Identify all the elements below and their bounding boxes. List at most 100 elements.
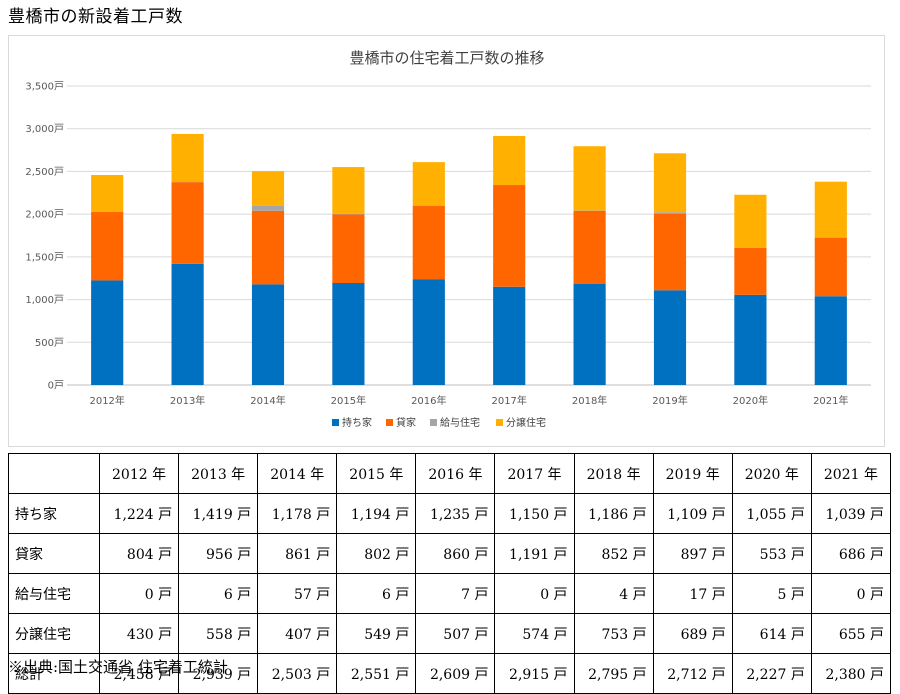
legend-swatch bbox=[332, 419, 339, 426]
x-tick-label: 2019年 bbox=[652, 394, 687, 407]
table-cell: 897 戸 bbox=[653, 534, 732, 574]
table-cell: 7 戸 bbox=[416, 574, 495, 614]
x-tick-label: 2021年 bbox=[813, 394, 848, 407]
legend-label: 給与住宅 bbox=[440, 416, 480, 429]
table-cell: 2,609 戸 bbox=[416, 654, 495, 694]
table-cell: 1,039 戸 bbox=[811, 494, 890, 534]
x-tick-label: 2015年 bbox=[331, 394, 366, 407]
bar-segment bbox=[413, 162, 445, 205]
x-tick-label: 2017年 bbox=[491, 394, 526, 407]
table-cell: 1,194 戸 bbox=[337, 494, 416, 534]
y-tick-label: 3,500戸 bbox=[25, 81, 64, 93]
table-column-header: 2021 年 bbox=[811, 454, 890, 494]
source-note: ※出典:国土交通省 住宅着工統計 bbox=[8, 656, 228, 677]
table-column-header: 2019 年 bbox=[653, 454, 732, 494]
table-cell: 804 戸 bbox=[100, 534, 179, 574]
table-cell: 17 戸 bbox=[653, 574, 732, 614]
bar-segment bbox=[413, 206, 445, 279]
x-tick-label: 2018年 bbox=[572, 394, 607, 407]
bar-segment bbox=[172, 264, 204, 385]
table-cell: 1,178 戸 bbox=[258, 494, 337, 534]
bar-segment bbox=[172, 182, 204, 264]
table-cell: 558 戸 bbox=[179, 614, 258, 654]
table-row-label: 給与住宅 bbox=[9, 574, 100, 614]
table-cell: 6 戸 bbox=[337, 574, 416, 614]
table-cell: 0 戸 bbox=[811, 574, 890, 614]
table-row-label: 貸家 bbox=[9, 534, 100, 574]
table-cell: 57 戸 bbox=[258, 574, 337, 614]
bar-segment bbox=[654, 290, 686, 385]
x-tick-label: 2020年 bbox=[733, 394, 768, 407]
table-cell: 689 戸 bbox=[653, 614, 732, 654]
bar-segment bbox=[252, 206, 284, 211]
y-tick-label: 1,500戸 bbox=[25, 251, 64, 263]
table-column-header: 2014 年 bbox=[258, 454, 337, 494]
table-cell: 2,227 戸 bbox=[732, 654, 811, 694]
bar-segment bbox=[734, 248, 766, 295]
bar-segment bbox=[91, 212, 123, 281]
table-cell: 2,795 戸 bbox=[574, 654, 653, 694]
bar-segment bbox=[815, 182, 847, 238]
bar-segment bbox=[654, 214, 686, 291]
table-cell: 0 戸 bbox=[495, 574, 574, 614]
y-tick-label: 2,000戸 bbox=[25, 209, 64, 221]
table-row-label: 分譲住宅 bbox=[9, 614, 100, 654]
x-tick-label: 2014年 bbox=[250, 394, 285, 407]
table-cell: 860 戸 bbox=[416, 534, 495, 574]
bar-segment bbox=[252, 284, 284, 385]
table-cell: 1,186 戸 bbox=[574, 494, 653, 534]
bar-segment bbox=[734, 295, 766, 385]
table-cell: 507 戸 bbox=[416, 614, 495, 654]
table-cell: 802 戸 bbox=[337, 534, 416, 574]
table-cell: 655 戸 bbox=[811, 614, 890, 654]
bar-segment bbox=[815, 238, 847, 297]
table-cell: 0 戸 bbox=[100, 574, 179, 614]
bar-segment bbox=[332, 214, 364, 283]
legend-label: 貸家 bbox=[396, 416, 416, 429]
bar-segment bbox=[493, 136, 525, 185]
bar-segment bbox=[413, 279, 445, 385]
bar-segment bbox=[493, 185, 525, 287]
table-cell: 1,150 戸 bbox=[495, 494, 574, 534]
table-cell: 861 戸 bbox=[258, 534, 337, 574]
table-cell: 1,224 戸 bbox=[100, 494, 179, 534]
table-cell: 2,503 戸 bbox=[258, 654, 337, 694]
table-cell: 2,380 戸 bbox=[811, 654, 890, 694]
table-cell: 2,712 戸 bbox=[653, 654, 732, 694]
x-tick-label: 2013年 bbox=[170, 394, 205, 407]
table-column-header: 2017 年 bbox=[495, 454, 574, 494]
table-column-header: 2016 年 bbox=[416, 454, 495, 494]
legend-label: 分譲住宅 bbox=[506, 416, 546, 429]
bar-segment bbox=[332, 167, 364, 214]
bar-segment bbox=[654, 212, 686, 213]
bar-segment bbox=[734, 195, 766, 247]
bar-segment bbox=[172, 134, 204, 182]
bar-segment bbox=[574, 211, 606, 284]
y-tick-label: 500戸 bbox=[35, 337, 64, 349]
legend-swatch bbox=[386, 419, 393, 426]
table-cell: 430 戸 bbox=[100, 614, 179, 654]
bar-segment bbox=[252, 171, 284, 206]
bar-segment bbox=[91, 280, 123, 385]
table-column-header: 2020 年 bbox=[732, 454, 811, 494]
bar-segment bbox=[493, 287, 525, 385]
legend-swatch bbox=[430, 419, 437, 426]
table-cell: 1,191 戸 bbox=[495, 534, 574, 574]
table-cell: 5 戸 bbox=[732, 574, 811, 614]
table-cell: 1,235 戸 bbox=[416, 494, 495, 534]
table-cell: 852 戸 bbox=[574, 534, 653, 574]
x-tick-label: 2012年 bbox=[89, 394, 124, 407]
bar-segment bbox=[574, 284, 606, 385]
table-cell: 553 戸 bbox=[732, 534, 811, 574]
bar-segment bbox=[172, 182, 204, 183]
table-cell: 2,551 戸 bbox=[337, 654, 416, 694]
bar-segment bbox=[332, 214, 364, 215]
bar-segment bbox=[815, 296, 847, 385]
bar-segment bbox=[574, 146, 606, 210]
legend-swatch bbox=[496, 419, 503, 426]
bar-segment bbox=[332, 283, 364, 385]
